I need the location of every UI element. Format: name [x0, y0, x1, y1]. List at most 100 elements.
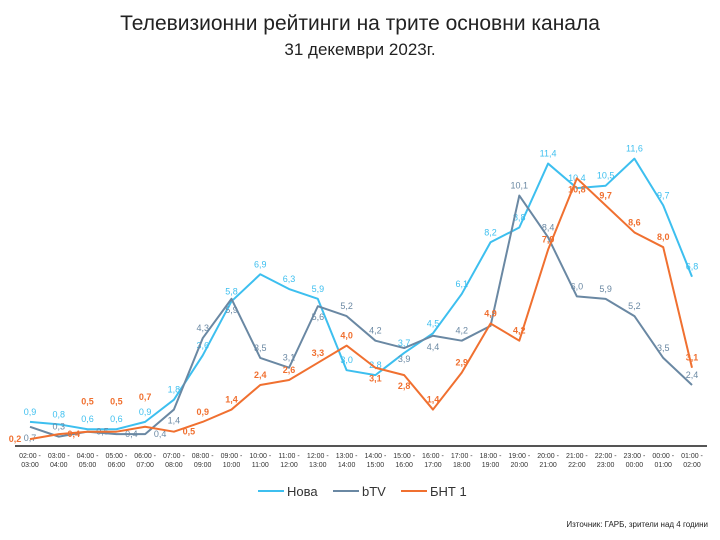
- data-label: 0,7: [139, 392, 152, 402]
- x-tick-label: 06:00 - 07:00: [134, 453, 156, 469]
- x-tick-label-line: 20:00 -: [537, 453, 559, 460]
- data-label: 2,4: [686, 370, 699, 380]
- series-БНТ 1: 0,2 0,40,5 0,5 0,70,50,91,42,4 2,63,34,03,12…: [9, 177, 698, 444]
- x-tick-label-line: 22:00: [568, 462, 586, 469]
- data-label: 3,6: [196, 340, 209, 350]
- source-note: Източник: ГАРБ, зрители над 4 години: [566, 520, 708, 529]
- data-label: 0,8: [53, 409, 66, 419]
- x-tick-label: 07:00 - 08:00: [163, 453, 185, 469]
- x-tick-label-line: 00:00: [626, 462, 644, 469]
- data-label: 4,4: [427, 342, 440, 352]
- x-tick-label-line: 16:00 -: [422, 453, 444, 460]
- x-tick-label-line: 18:00 -: [480, 453, 502, 460]
- data-label: 0,5: [110, 397, 123, 407]
- data-label: 8,4: [542, 222, 555, 232]
- data-label: 11,4: [540, 149, 557, 159]
- x-tick-label-line: 21:00 -: [566, 453, 588, 460]
- chart-subtitle: 31 декември 2023г.: [284, 40, 436, 59]
- data-label: 0,4: [125, 429, 138, 439]
- data-label: 10,8: [568, 184, 586, 194]
- x-tick-label: 16:00 - 17:00: [422, 453, 444, 469]
- series-bTV: 0,70,30,5 0,4 0,41,44,35,93,53,15,65,24,23…: [24, 181, 699, 443]
- x-tick-label: 20:00 - 21:00: [537, 453, 559, 469]
- x-tick-label: 03:00 - 04:00: [48, 453, 70, 469]
- x-tick-label-line: 13:00: [309, 462, 327, 469]
- data-label: 4,2: [455, 326, 468, 336]
- data-label: 5,8: [225, 286, 238, 296]
- x-tick-label-line: 23:00 -: [624, 453, 646, 460]
- data-label: 5,2: [340, 301, 353, 311]
- x-tick-label-line: 10:00 -: [249, 453, 271, 460]
- data-label: 7,9: [542, 235, 555, 245]
- data-label: 3,0: [340, 355, 353, 365]
- x-tick-label: 10:00 - 11:00: [249, 453, 271, 469]
- x-tick-label-line: 16:00: [395, 462, 413, 469]
- data-label: 3,5: [657, 343, 670, 353]
- chart-title: Телевизионни рейтинги на трите основни к…: [120, 12, 600, 35]
- data-label: 3,1: [283, 353, 296, 363]
- x-tick-label: 05:00 - 06:00: [105, 453, 127, 469]
- data-label: 3,7: [398, 338, 411, 348]
- data-label: 3,1: [369, 374, 382, 384]
- x-tick-label-line: 18:00: [453, 462, 471, 469]
- x-tick-label-line: 06:00: [108, 462, 126, 469]
- x-tick-label-line: 22:00 -: [595, 453, 617, 460]
- data-label: 6,8: [686, 262, 699, 272]
- x-tick-label-line: 04:00: [50, 462, 68, 469]
- data-label: 0,7: [24, 433, 37, 443]
- data-label: 0,9: [196, 407, 209, 417]
- data-label: 10,5: [597, 171, 615, 181]
- x-tick-label: 19:00 - 20:00: [508, 453, 530, 469]
- x-tick-label-line: 17:00 -: [451, 453, 473, 460]
- x-tick-label-line: 05:00: [79, 462, 97, 469]
- data-label: 10,1: [511, 181, 529, 191]
- data-label: 8,0: [657, 232, 670, 242]
- data-label: 4,2: [513, 326, 526, 336]
- x-tick-label-line: 03:00: [21, 462, 39, 469]
- x-tick-label: 04:00 - 05:00: [77, 453, 99, 469]
- x-tick-label-line: 04:00 -: [77, 453, 99, 460]
- x-tick-label: 14:00 - 15:00: [364, 453, 386, 469]
- series-line: [29, 194, 693, 438]
- x-tick-label-line: 09:00: [194, 462, 212, 469]
- x-tick-label-line: 17:00: [424, 462, 442, 469]
- x-tick-label-line: 01:00 -: [681, 453, 703, 460]
- x-tick-label: 18:00 - 19:00: [480, 453, 502, 469]
- data-label: 1,4: [225, 395, 238, 405]
- data-label: 0,4: [68, 429, 81, 439]
- data-label: 4,9: [484, 308, 497, 318]
- data-label: 5,2: [628, 301, 641, 311]
- data-label: 6,0: [571, 281, 584, 291]
- data-label: 5,9: [312, 284, 325, 294]
- x-tick-label-line: 08:00 -: [192, 453, 214, 460]
- x-tick-label-line: 00:00 -: [652, 453, 674, 460]
- x-tick-label: 08:00 - 09:00: [192, 453, 214, 469]
- x-tick-label-line: 10:00: [223, 462, 241, 469]
- x-tick-label: 12:00 - 13:00: [307, 453, 329, 469]
- x-tick-label: 21:00 - 22:00: [566, 453, 588, 469]
- x-tick-label: 17:00 - 18:00: [451, 453, 473, 469]
- data-label: 3,5: [254, 343, 267, 353]
- x-tick-label-line: 19:00 -: [508, 453, 530, 460]
- x-tick-label-line: 19:00: [482, 462, 500, 469]
- data-label: 0,4: [154, 429, 167, 439]
- x-tick-label-line: 12:00 -: [307, 453, 329, 460]
- data-label: 3,3: [312, 348, 325, 358]
- data-label: 6,9: [254, 259, 267, 269]
- x-tick-label-line: 02:00: [683, 462, 701, 469]
- data-label: 3,9: [398, 354, 411, 364]
- x-tick-label-line: 14:00: [338, 462, 356, 469]
- data-label: 6,1: [455, 279, 468, 289]
- series-line: [29, 177, 693, 441]
- x-tick-label-line: 12:00: [280, 462, 298, 469]
- x-tick-label-line: 11:00 -: [278, 453, 300, 460]
- data-label: 4,5: [427, 318, 440, 328]
- data-label: 2,9: [455, 358, 468, 368]
- x-tick-label: 23:00 - 00:00: [624, 453, 646, 469]
- x-tick-label: 00:00 - 01:00: [652, 453, 674, 469]
- x-tick-label: 22:00 - 23:00: [595, 453, 617, 469]
- x-tick-label-line: 05:00 -: [105, 453, 127, 460]
- x-tick-label: 15:00 - 16:00: [393, 453, 415, 469]
